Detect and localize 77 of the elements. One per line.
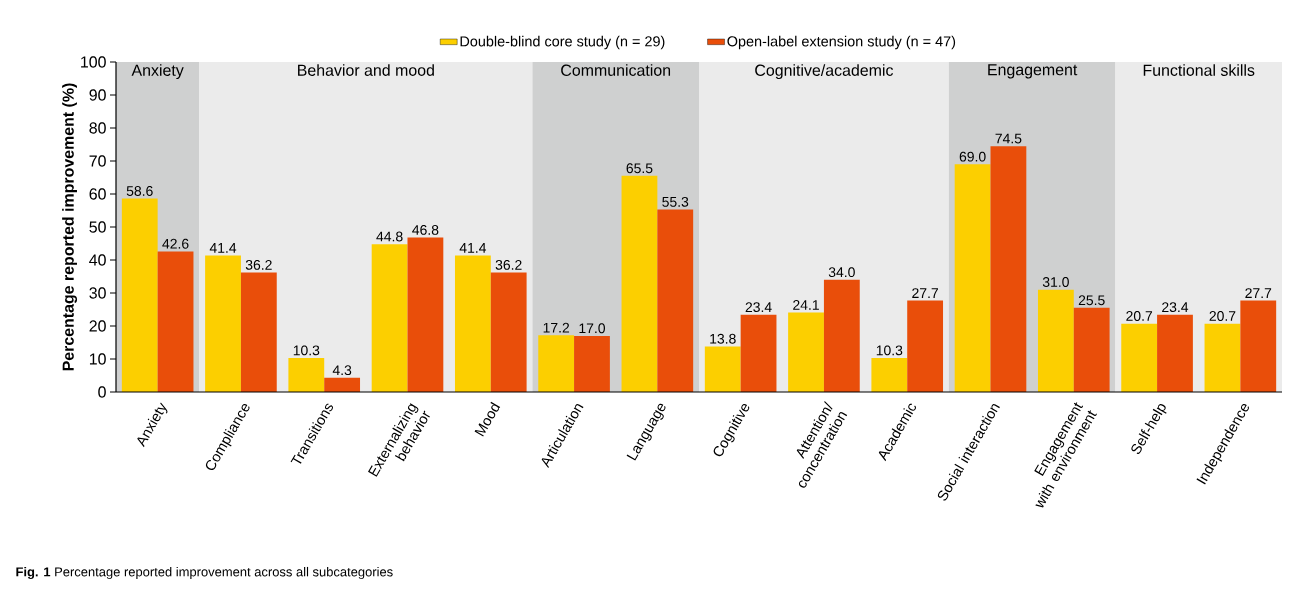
data-label: 74.5 — [995, 133, 1022, 144]
y-tick-label: 40 — [89, 254, 106, 266]
bar — [490, 272, 527, 392]
text: Fig. 1 Percentage reported improvement across all subcategories — [16, 566, 393, 580]
bar — [990, 146, 1027, 392]
bar — [871, 358, 908, 392]
data-label: 44.8 — [376, 231, 403, 242]
y-tick-label: 20 — [89, 320, 106, 332]
bar — [823, 279, 860, 392]
data-label: 23.4 — [745, 302, 772, 313]
band-label: Functional skills — [1143, 64, 1255, 76]
data-label: 42.6 — [162, 238, 189, 249]
bar — [324, 377, 361, 392]
bar — [1073, 307, 1110, 392]
data-label: 34.0 — [828, 267, 855, 278]
band-label: Communication — [561, 64, 671, 76]
y-axis-title: Percentage reported improvement (%) — [62, 83, 78, 371]
y-tick-label: 10 — [89, 353, 106, 365]
data-label: 36.2 — [495, 259, 522, 270]
data-label: 36.2 — [245, 259, 272, 270]
data-label: 58.6 — [126, 186, 153, 196]
y-tick-label: 80 — [89, 122, 106, 134]
bar — [907, 300, 944, 392]
data-label: 20.7 — [1209, 311, 1236, 321]
data-label: 46.8 — [412, 224, 439, 235]
data-label: 10.3 — [293, 345, 320, 356]
data-label: 17.0 — [579, 323, 606, 334]
bar — [538, 335, 575, 392]
bar — [1121, 323, 1158, 392]
legend-label: Open-label extension study (n = 47) — [727, 35, 956, 50]
data-label: 27.7 — [1245, 288, 1272, 298]
y-tick-label: 90 — [89, 89, 106, 101]
bar — [657, 209, 694, 392]
bar — [454, 255, 491, 392]
bar — [288, 358, 325, 392]
bar — [1037, 289, 1074, 392]
data-label: 17.2 — [543, 322, 570, 333]
data-label: 13.8 — [710, 333, 736, 344]
data-label: 41.4 — [209, 243, 237, 253]
y-tick-label: 50 — [89, 221, 106, 233]
bar — [371, 244, 408, 392]
bar — [954, 164, 991, 392]
data-label: 41.4 — [459, 243, 487, 253]
bar — [157, 251, 194, 392]
data-label: 10.3 — [876, 345, 903, 356]
data-label: 23.4 — [1162, 302, 1189, 313]
y-tick-label: 70 — [89, 155, 106, 167]
bar — [121, 198, 158, 392]
data-label: 20.7 — [1126, 311, 1153, 321]
bar — [407, 237, 444, 392]
data-label: 25.5 — [1078, 295, 1105, 306]
bar — [1204, 323, 1241, 392]
y-tick-label: 0 — [98, 386, 106, 398]
bar — [574, 335, 610, 392]
bar — [788, 312, 824, 392]
bar — [621, 175, 658, 392]
band-label: Behavior and mood — [298, 64, 434, 76]
y-tick-label: 30 — [89, 287, 106, 299]
bar — [740, 314, 777, 392]
bar — [240, 272, 277, 392]
data-label: 4.3 — [332, 365, 352, 376]
bar — [1157, 314, 1193, 392]
data-label: 31.0 — [1042, 277, 1069, 287]
y-tick-label: 60 — [89, 188, 106, 200]
legend-label: Double-blind core study (n = 29) — [460, 35, 665, 50]
data-label: 65.5 — [626, 163, 653, 174]
data-label: 24.1 — [793, 300, 819, 310]
data-label: 69.0 — [959, 151, 986, 162]
data-label: 55.3 — [662, 196, 689, 207]
y-tick-label: 100 — [81, 56, 106, 68]
bar — [1240, 300, 1277, 392]
band-label: Anxiety — [131, 64, 184, 80]
bar — [704, 346, 741, 392]
band-label: Engagement — [988, 64, 1078, 79]
band-label: Cognitive/academic — [755, 64, 894, 80]
bar — [205, 255, 241, 392]
data-label: 27.7 — [912, 288, 938, 298]
